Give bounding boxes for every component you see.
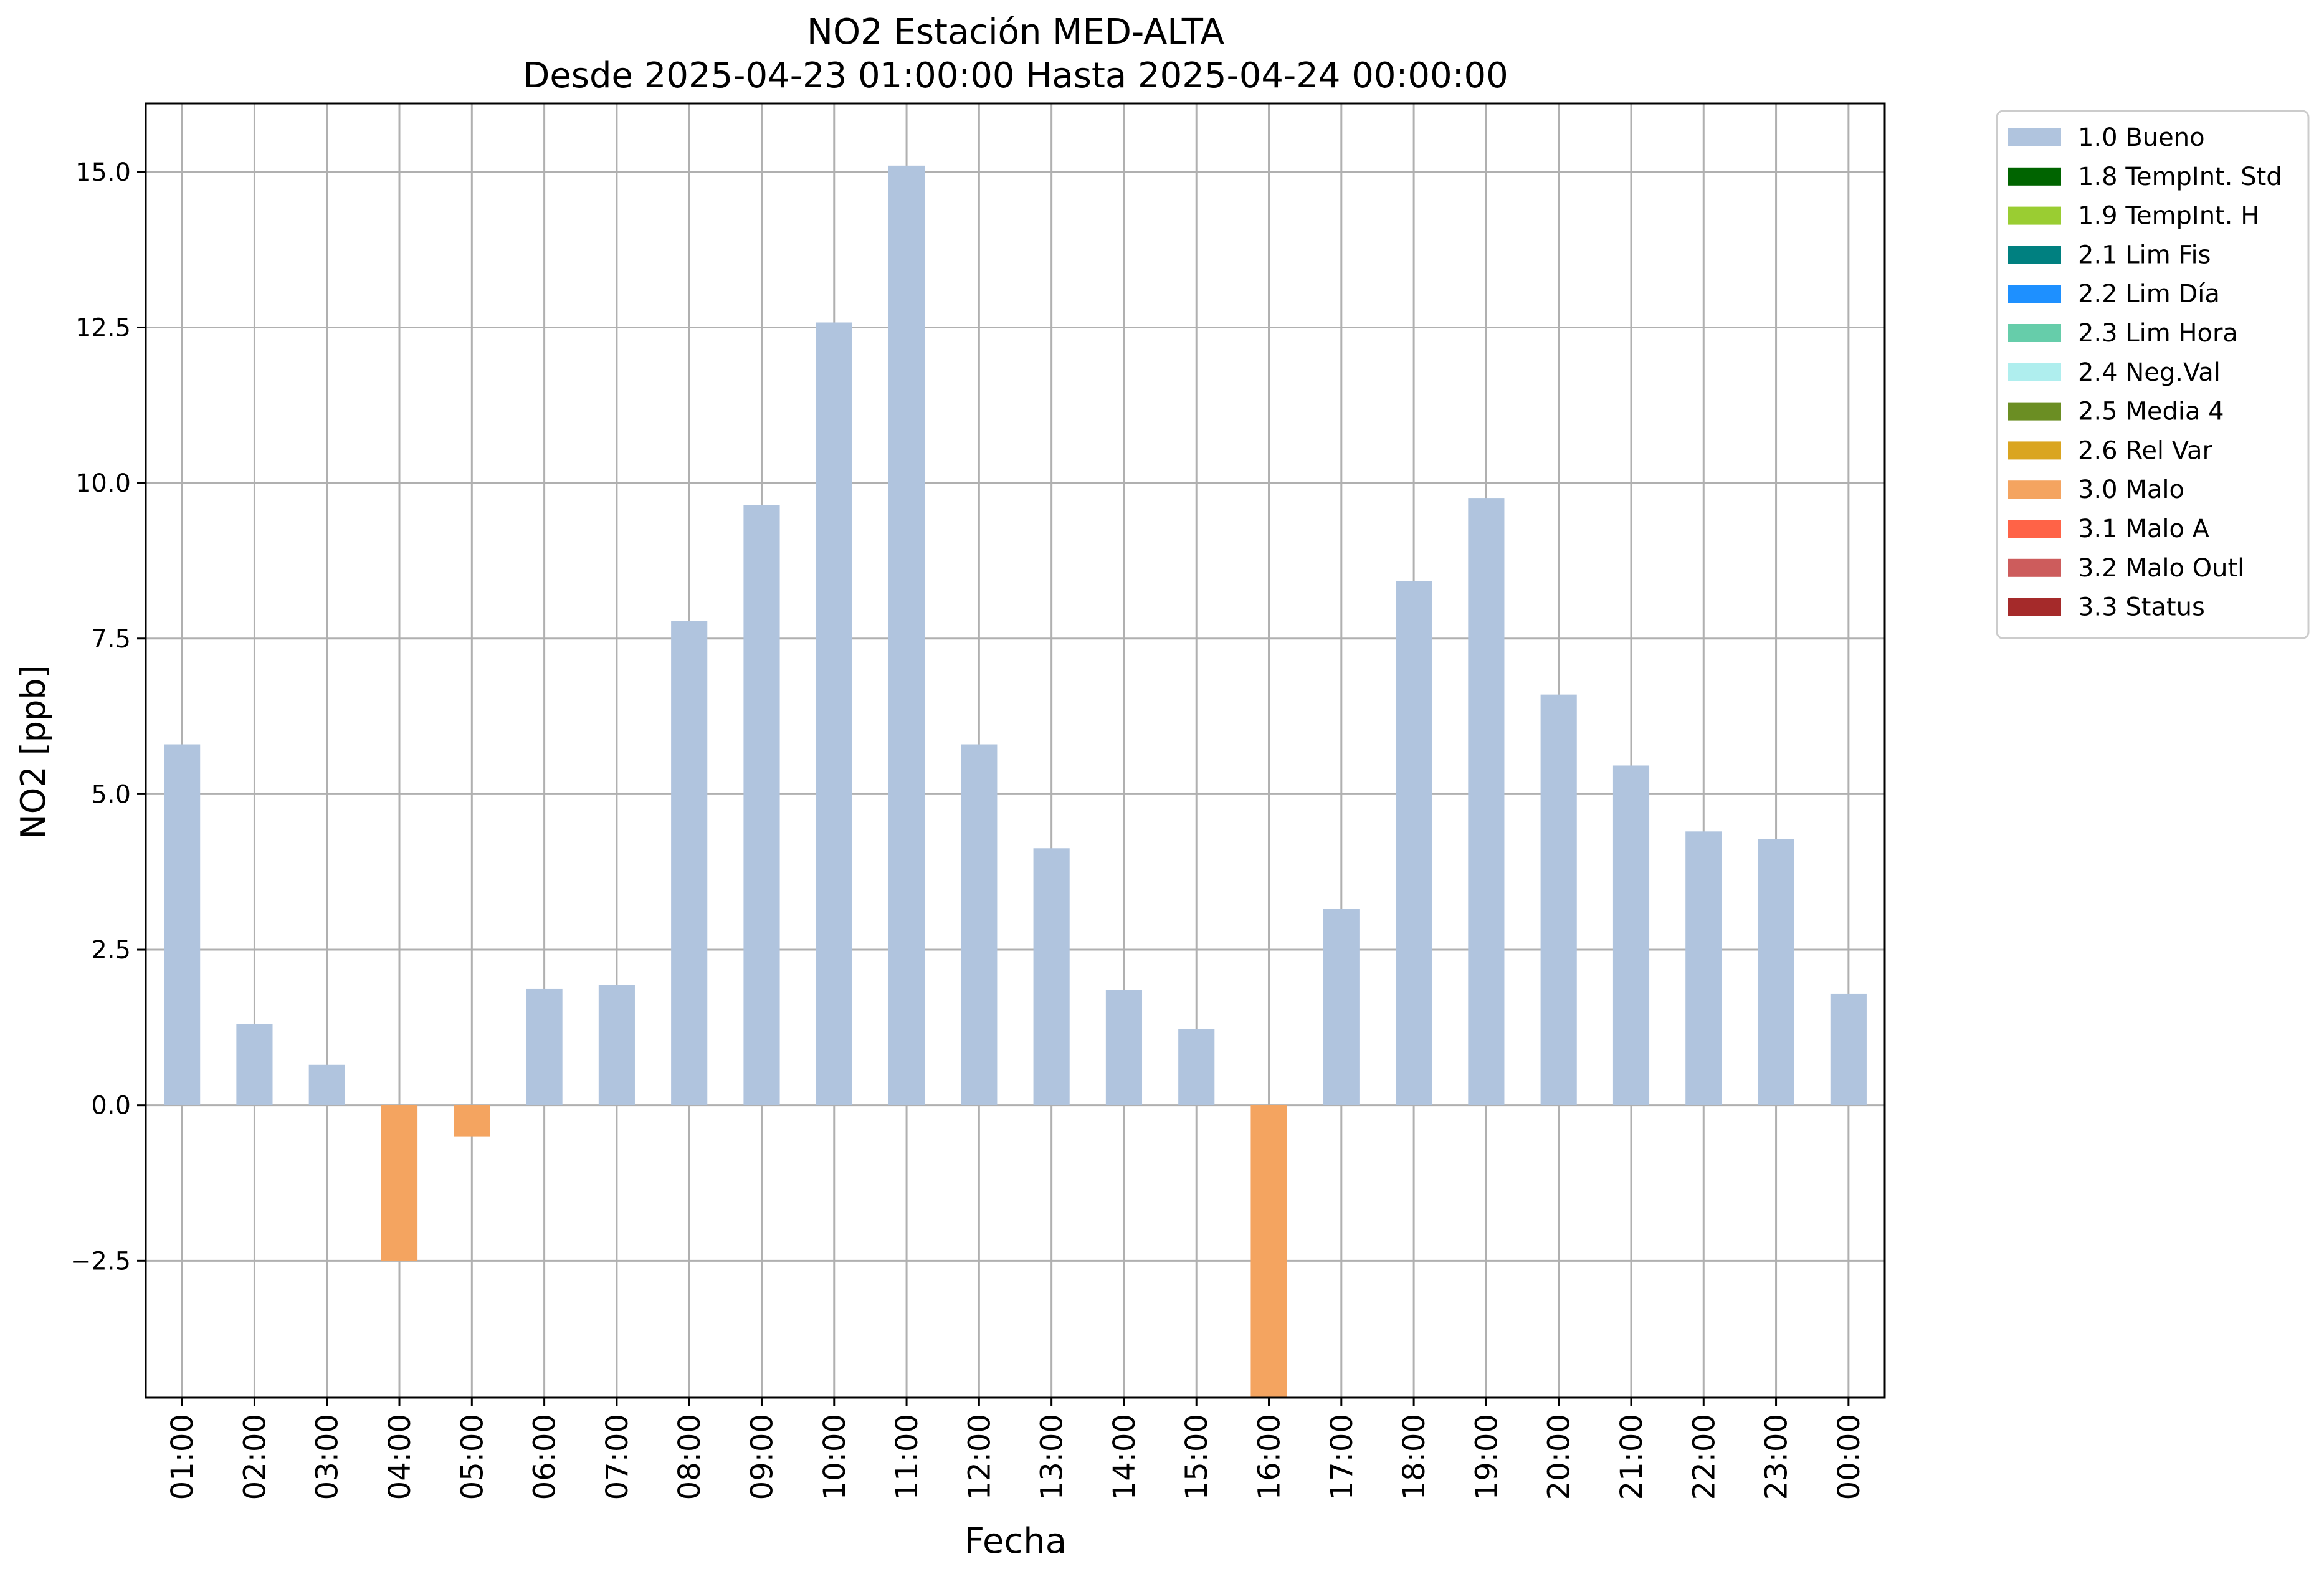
bar-1200 xyxy=(961,744,998,1105)
x-tick-label: 08:00 xyxy=(672,1414,707,1500)
bars xyxy=(164,165,1867,1398)
bar-1700 xyxy=(1323,909,1360,1105)
x-tick-label: 05:00 xyxy=(455,1414,490,1500)
legend-label: 2.4 Neg.Val xyxy=(2078,358,2221,387)
bar-0100 xyxy=(164,744,201,1105)
bar-0500 xyxy=(454,1105,490,1137)
legend-swatch xyxy=(2008,167,2061,186)
bar-1100 xyxy=(888,165,925,1105)
bar-0800 xyxy=(671,621,708,1105)
legend-label: 2.5 Media 4 xyxy=(2078,398,2224,426)
x-tick-label: 06:00 xyxy=(528,1414,563,1500)
x-tick-label: 23:00 xyxy=(1760,1414,1794,1500)
legend-label: 3.3 Status xyxy=(2078,593,2205,622)
legend-swatch xyxy=(2008,480,2061,499)
legend-label: 1.0 Bueno xyxy=(2078,123,2205,152)
legend-label: 2.3 Lim Hora xyxy=(2078,319,2238,348)
bar-2000 xyxy=(1540,694,1577,1105)
bar-1600 xyxy=(1250,1105,1287,1398)
x-axis-label: Fecha xyxy=(964,1521,1067,1562)
legend-swatch xyxy=(2008,324,2061,342)
y-tick-label: 5.0 xyxy=(91,780,131,809)
plot-frame xyxy=(145,102,1886,1399)
legend-label: 2.6 Rel Var xyxy=(2078,436,2213,465)
x-tick-label: 09:00 xyxy=(745,1414,779,1500)
x-tick-label: 14:00 xyxy=(1107,1414,1142,1500)
legend-swatch xyxy=(2008,206,2061,225)
legend-label: 3.2 Malo Outl xyxy=(2078,554,2244,583)
x-tick-label: 16:00 xyxy=(1252,1414,1287,1500)
bar-0600 xyxy=(526,988,563,1105)
legend-label: 3.1 Malo A xyxy=(2078,515,2210,543)
chart-title: NO2 Estación MED-ALTA xyxy=(807,12,1224,52)
legend-swatch xyxy=(2008,558,2061,577)
x-tick-label: 17:00 xyxy=(1325,1414,1360,1500)
x-tick-label: 07:00 xyxy=(600,1414,635,1500)
bar-1000 xyxy=(816,322,852,1105)
bar-1900 xyxy=(1468,498,1505,1105)
bar-0400 xyxy=(381,1105,418,1261)
legend-label: 2.1 Lim Fis xyxy=(2078,241,2211,269)
chart-subtitle: Desde 2025-04-23 01:00:00 Hasta 2025-04-… xyxy=(523,55,1508,96)
x-tick-label: 20:00 xyxy=(1542,1414,1577,1500)
bar-0300 xyxy=(308,1064,345,1105)
x-tick-label: 13:00 xyxy=(1035,1414,1070,1500)
y-tick-label: 12.5 xyxy=(75,313,131,342)
x-tick-label: 01:00 xyxy=(165,1414,200,1500)
legend-swatch xyxy=(2008,363,2061,381)
legend-swatch xyxy=(2008,246,2061,264)
x-tick-label: 18:00 xyxy=(1397,1414,1432,1500)
y-tick-label: 10.0 xyxy=(75,469,131,498)
x-tick-label: 21:00 xyxy=(1614,1414,1649,1500)
legend-frame xyxy=(1996,110,2310,639)
bar-2300 xyxy=(1758,839,1794,1105)
x-tick-label: 00:00 xyxy=(1832,1414,1867,1500)
bar-0700 xyxy=(598,985,635,1105)
legend: 1.0 Bueno 1.8 TempInt. Std 1.9 TempInt. H 2… xyxy=(1996,110,2310,639)
x-tick-label: 02:00 xyxy=(237,1414,272,1500)
x-tick-label: 15:00 xyxy=(1179,1414,1214,1500)
bar-0000 xyxy=(1830,993,1867,1105)
x-tick-label: 22:00 xyxy=(1687,1414,1722,1500)
legend-swatch xyxy=(2008,128,2061,146)
bar-1500 xyxy=(1178,1029,1215,1105)
y-tick-label: 0.0 xyxy=(91,1092,131,1120)
legend-swatch xyxy=(2008,441,2061,460)
x-tick-label: 12:00 xyxy=(962,1414,997,1500)
legend-label: 2.2 Lim Día xyxy=(2078,280,2220,308)
x-tick-label: 19:00 xyxy=(1469,1414,1504,1500)
axes: −2.5 0.0 2.5 5.0 7.5 10.0 12.5 15.0 01:00 02:00 03… xyxy=(70,102,1886,1500)
y-tick-label: 7.5 xyxy=(91,625,131,654)
legend-label: 3.0 Malo xyxy=(2078,475,2184,504)
legend-swatch xyxy=(2008,520,2061,538)
bar-1800 xyxy=(1396,581,1432,1105)
legend-swatch xyxy=(2008,402,2061,421)
bar-1300 xyxy=(1033,848,1070,1105)
legend-label: 1.8 TempInt. Std xyxy=(2078,163,2282,191)
legend-swatch xyxy=(2008,598,2061,616)
bar-0900 xyxy=(743,505,780,1105)
y-tick-label: 15.0 xyxy=(75,158,131,187)
y-axis-label: NO2 [ppb] xyxy=(14,665,53,839)
legend-swatch xyxy=(2008,285,2061,303)
x-tick-label: 04:00 xyxy=(383,1414,417,1500)
bar-1400 xyxy=(1105,990,1143,1105)
bar-2100 xyxy=(1612,765,1650,1105)
x-tick-label: 10:00 xyxy=(817,1414,852,1500)
x-tick-label: 11:00 xyxy=(890,1414,925,1500)
y-tick-label: 2.5 xyxy=(91,936,131,965)
bar-2200 xyxy=(1685,831,1722,1105)
bar-0200 xyxy=(236,1024,273,1105)
legend-label: 1.9 TempInt. H xyxy=(2078,202,2259,231)
y-tick-label: −2.5 xyxy=(70,1247,131,1276)
x-tick-label: 03:00 xyxy=(310,1414,345,1500)
